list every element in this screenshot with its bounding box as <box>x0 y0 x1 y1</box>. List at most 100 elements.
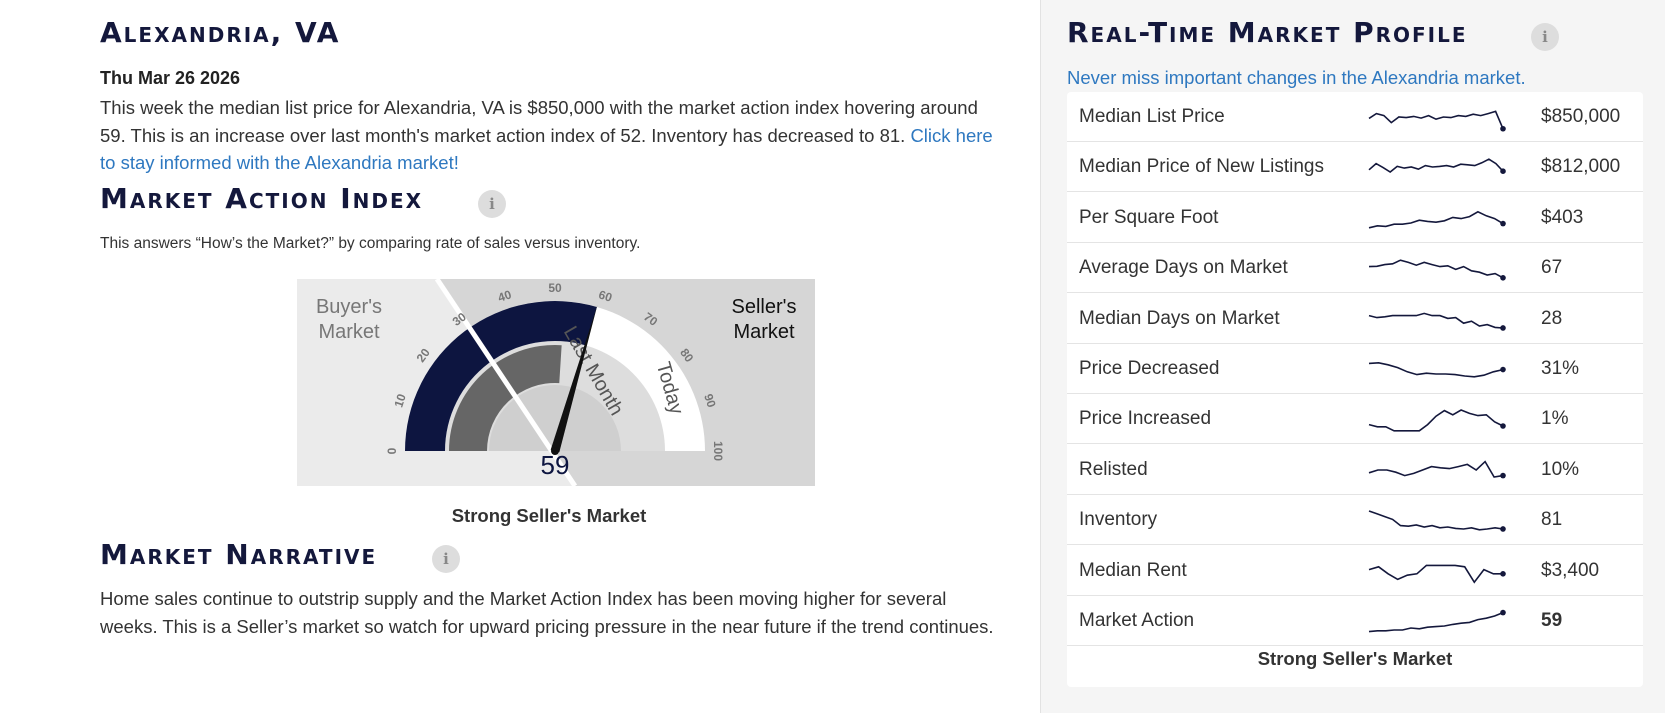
profile-row-label: Median Price of New Listings <box>1079 156 1324 178</box>
mai-subtitle: This answers “How’s the Market?” by comp… <box>100 235 641 252</box>
sparkline-chart <box>1368 609 1506 633</box>
profile-row: Median List Price $850,000 <box>1067 92 1643 142</box>
sparkline-chart <box>1368 210 1506 229</box>
sparkline-end-dot <box>1500 168 1506 175</box>
gauge-tick-label: 40 <box>496 287 513 305</box>
market-summary: This week the median list price for Alex… <box>100 94 1000 177</box>
sparkline-end-dot <box>1500 366 1506 373</box>
sparkline-line <box>1368 460 1504 478</box>
gauge-hub <box>489 385 621 451</box>
gauge-tick-label: 0 <box>385 447 399 454</box>
profile-row-value: 1% <box>1541 408 1569 430</box>
sparkline-line <box>1368 210 1504 229</box>
buyers-market-label: Buyer's <box>316 296 382 318</box>
profile-row: Median Rent $3,400 <box>1067 546 1643 596</box>
sparkline-chart <box>1368 110 1506 132</box>
alexandria-market-link[interactable]: Never miss important changes in the Alex… <box>1067 67 1526 88</box>
buyers-market-label: Market <box>318 321 380 343</box>
gauge-tick-label: 100 <box>711 441 725 461</box>
summary-text: This week the median list price for Alex… <box>100 97 978 146</box>
market-action-index-title: Market Action Index <box>100 182 424 215</box>
sparkline-chart <box>1368 510 1506 532</box>
gauge-tick-label: 50 <box>548 281 562 295</box>
sparkline-chart <box>1368 259 1506 281</box>
sparkline-line <box>1368 510 1504 531</box>
profile-row-label: Average Days on Market <box>1079 257 1288 279</box>
today-arc <box>405 301 597 451</box>
profile-row-value: $850,000 <box>1541 106 1621 127</box>
sparkline-end-dot <box>1500 324 1506 331</box>
sparkline-line <box>1368 409 1504 432</box>
sparkline-chart <box>1368 564 1506 584</box>
profile-row-label: Price Increased <box>1079 408 1212 430</box>
sparkline-line <box>1368 361 1504 378</box>
profile-row: Average Days on Market 67 <box>1067 243 1643 294</box>
profile-row-value: 10% <box>1541 458 1580 480</box>
sparkline-line <box>1368 158 1504 174</box>
last-month-arc <box>449 345 562 451</box>
sparkline-chart <box>1368 361 1506 378</box>
market-narrative-text: Home sales continue to outstrip supply a… <box>100 588 994 637</box>
narrative-info-icon[interactable]: i <box>432 545 460 573</box>
profile-row-label: Median Rent <box>1079 559 1187 581</box>
sparkline-line <box>1368 259 1504 279</box>
gauge-tick-label: 90 <box>701 392 719 409</box>
profile-row-value: $3,400 <box>1541 559 1600 581</box>
market-narrative-title: Market Narrative <box>100 538 378 571</box>
gauge-tick-label: 60 <box>597 287 614 305</box>
profile-row-value: $812,000 <box>1541 156 1621 178</box>
sellers-market-label: Market <box>733 321 795 343</box>
profile-row-label: Price Decreased <box>1079 358 1220 379</box>
stay-informed-link[interactable]: Click here to stay informed with the Ale… <box>100 124 993 174</box>
profile-row-label: Median Days on Market <box>1079 307 1280 329</box>
sparkline-line <box>1368 312 1504 329</box>
profile-row: Relisted 10% <box>1067 445 1643 495</box>
sparkline-chart <box>1368 312 1506 331</box>
sparkline-end-dot <box>1500 472 1506 479</box>
profile-row-value: 59 <box>1541 610 1563 631</box>
sparkline-end-dot <box>1500 220 1506 227</box>
sellers-market-label: Seller's <box>732 296 797 318</box>
profile-row-label: Relisted <box>1079 458 1148 480</box>
needle-pivot <box>551 447 559 455</box>
sparkline-end-dot <box>1500 526 1506 532</box>
report-date: Thu Mar 26 2026 <box>100 68 241 88</box>
profile-caption: Strong Seller's Market <box>1257 648 1453 669</box>
profile-row: Median Days on Market 28 <box>1067 294 1643 344</box>
sparkline-end-dot <box>1500 570 1506 577</box>
profile-row-label: Market Action <box>1079 610 1195 631</box>
profile-row: Market Action 59 <box>1067 596 1643 646</box>
profile-row-value: 31% <box>1541 358 1580 379</box>
profile-row-label: Inventory <box>1079 509 1158 531</box>
profile-row: Per Square Foot $403 <box>1067 193 1643 243</box>
profile-row: Price Increased 1% <box>1067 394 1643 445</box>
gauge-caption: Strong Seller's Market <box>451 505 647 526</box>
sparkline-line <box>1368 611 1504 633</box>
profile-row-label: Per Square Foot <box>1079 206 1219 228</box>
profile-row: Inventory 81 <box>1067 495 1643 546</box>
sparkline-end-dot <box>1500 125 1506 132</box>
profile-row-value: $403 <box>1541 206 1584 228</box>
mai-info-icon[interactable]: i <box>478 190 506 218</box>
market-action-gauge: 0 10 20 30 40 50 60 70 80 90 100 Last Month Today 59 B… <box>297 279 815 486</box>
sparkline-chart <box>1368 460 1506 479</box>
profile-row: Median Price of New Listings $812,000 <box>1067 142 1643 193</box>
profile-info-icon[interactable]: i <box>1531 23 1559 51</box>
market-overview-panel: Alexandria, VA Thu Mar 26 2026 This week… <box>100 16 1000 637</box>
gauge-tick-label: 10 <box>391 392 409 409</box>
sparkline-end-dot <box>1500 423 1506 430</box>
market-profile-title: Real-Time Market Profile <box>1067 16 1468 49</box>
profile-row-value: 28 <box>1541 307 1563 329</box>
sparkline-line <box>1368 564 1503 584</box>
profile-row: Price Decreased 31% <box>1067 344 1643 394</box>
profile-row-value: 81 <box>1541 509 1563 531</box>
profile-row-label: Median List Price <box>1079 106 1225 127</box>
sparkline-line <box>1368 110 1504 130</box>
profile-row-value: 67 <box>1541 257 1563 279</box>
gauge-value: 59 <box>541 450 570 480</box>
market-profile-table: Strong Seller's Market Median List Price… <box>1067 92 1643 687</box>
sparkline-end-dot <box>1500 275 1506 281</box>
sparkline-chart <box>1368 158 1506 175</box>
gauge-needle <box>550 305 598 453</box>
